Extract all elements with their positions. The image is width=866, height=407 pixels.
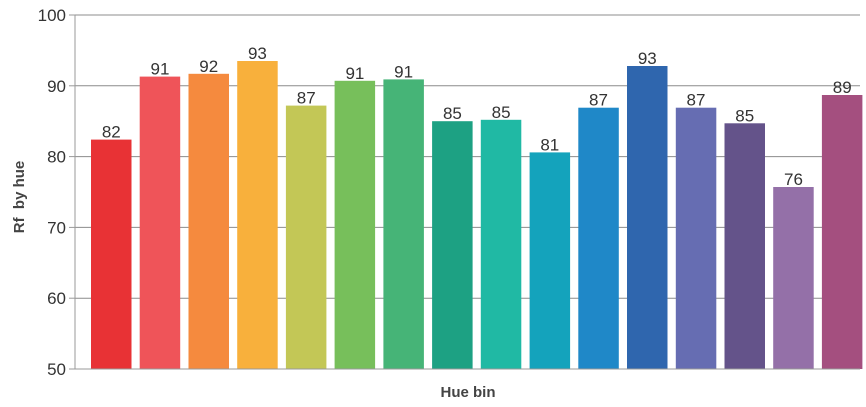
x-axis-title: Hue bin [441,384,496,401]
data-label-7: 91 [394,62,413,81]
y-tick-label: 100 [38,6,66,25]
data-label-5: 87 [297,89,316,108]
bar-14 [724,123,765,369]
bar-4 [237,61,278,369]
bar-2 [139,76,181,369]
bar-9 [480,119,522,369]
bar-12 [627,66,668,369]
bar-5 [285,105,327,369]
y-axis-title: Rf by hue [11,161,28,234]
y-tick-label: 60 [47,289,66,308]
bars [91,61,863,370]
data-label-14: 85 [735,106,754,125]
data-label-3: 92 [199,57,218,76]
y-tick-label: 90 [47,77,66,96]
bar-6 [334,80,376,370]
y-tick-label: 70 [47,218,66,237]
bar-15 [773,187,814,369]
data-label-13: 87 [687,91,706,110]
data-label-9: 85 [492,103,511,122]
data-label-10: 81 [540,135,559,154]
data-labels: 82 91 92 93 87 91 91 85 85 81 87 93 87 85 76 89 [102,44,852,189]
bar-1 [91,139,132,369]
data-label-11: 87 [589,91,608,110]
bar-7 [383,79,424,370]
bar-13 [675,107,717,369]
y-tick-label: 50 [47,360,66,379]
data-label-8: 85 [443,104,462,123]
y-tick-label: 80 [47,148,66,167]
data-label-1: 82 [102,123,121,142]
bar-16 [821,95,863,369]
data-label-12: 93 [638,49,657,68]
data-label-4: 93 [248,44,267,63]
bar-11 [578,107,619,369]
y-axis-ticks: 50 60 70 80 90 100 [38,6,75,379]
data-label-2: 91 [151,60,170,79]
bar-10 [529,152,571,369]
bar-8 [432,121,473,369]
data-label-16: 89 [833,78,852,97]
data-label-15: 76 [784,170,803,189]
data-label-6: 91 [345,64,364,83]
bar-3 [188,73,229,370]
